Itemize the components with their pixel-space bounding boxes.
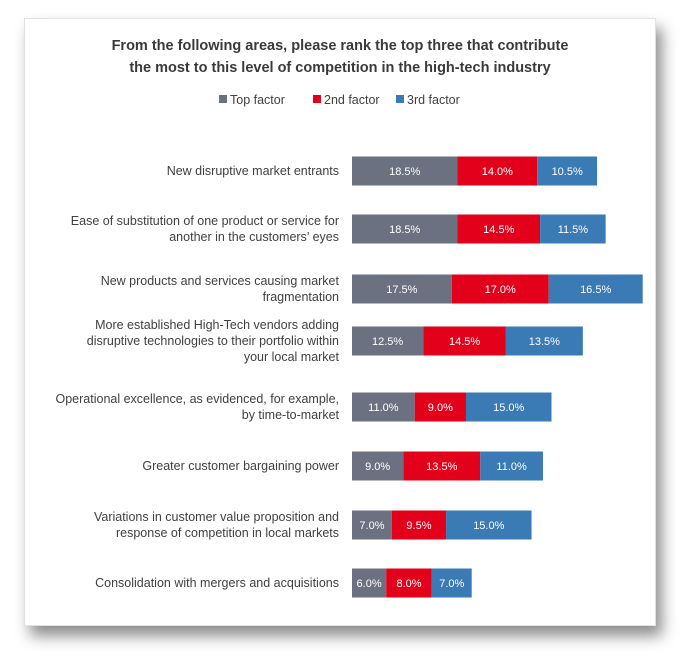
category-label: Operational excellence, as evidenced, fo… — [56, 392, 340, 406]
category-label: Greater customer bargaining power — [142, 459, 339, 473]
legend-label: 2nd factor — [324, 93, 380, 107]
bar-value-label: 11.0% — [496, 461, 527, 473]
category-labels: New disruptive market entrants Ease of su… — [56, 164, 340, 590]
category-label: another in the customers’ eyes — [169, 230, 339, 244]
category-label: fragmentation — [263, 290, 339, 304]
bar-value-label: 7.0% — [439, 578, 464, 590]
bar-value-label: 18.5% — [389, 166, 420, 178]
category-label: New products and services causing market — [101, 274, 340, 288]
bar-value-label: 16.5% — [580, 284, 611, 296]
bar-segment — [414, 392, 466, 422]
bar-segment — [352, 510, 392, 540]
bar-segment — [403, 451, 481, 481]
bar-value-label: 15.0% — [493, 402, 524, 414]
bar-value-label: 8.0% — [396, 578, 421, 590]
bar-segment — [480, 451, 543, 481]
chart-title-line: the most to this level of competition in… — [129, 60, 550, 76]
bar-segment — [451, 274, 549, 304]
bar-segment — [540, 214, 606, 244]
category-label: More established High-Tech vendors addin… — [95, 318, 339, 332]
category-label: New disruptive market entrants — [167, 164, 339, 178]
bar-value-label: 14.5% — [483, 224, 514, 236]
bar-segment — [352, 392, 415, 422]
bar-value-label: 15.0% — [473, 520, 504, 532]
chart-title-line: From the following areas, please rank th… — [112, 38, 569, 54]
bar-value-label: 14.0% — [482, 166, 513, 178]
category-label: Ease of substitution of one product or s… — [71, 214, 339, 228]
legend-label: Top factor — [230, 93, 285, 107]
chart-card: From the following areas, please rank th… — [24, 18, 656, 626]
bar-value-label: 9.0% — [428, 402, 453, 414]
bar-value-label: 14.5% — [449, 336, 480, 348]
bar-segment — [548, 274, 643, 304]
bar-value-label: 7.0% — [359, 520, 384, 532]
bar-value-label: 10.5% — [552, 166, 583, 178]
bar-segment — [352, 214, 458, 244]
bar-segment — [391, 510, 447, 540]
category-label: disruptive technologies to their portfol… — [87, 334, 339, 348]
legend-swatch — [219, 95, 227, 103]
bar-value-label: 18.5% — [389, 224, 420, 236]
bar-segment — [352, 568, 387, 598]
bar-value-label: 11.0% — [368, 402, 399, 414]
legend: Top factor 2nd factor 3rd factor — [219, 93, 460, 107]
category-label: Variations in customer value proposition… — [94, 510, 339, 524]
bar-segment — [466, 392, 552, 422]
bar-value-label: 9.5% — [406, 520, 431, 532]
bar-segment — [423, 326, 506, 356]
bar-value-label: 12.5% — [372, 336, 403, 348]
chart-title: From the following areas, please rank th… — [112, 38, 569, 76]
category-label: response of competition in local markets — [116, 526, 339, 540]
bar-segment — [352, 274, 452, 304]
category-label: Consolidation with mergers and acquisiti… — [95, 576, 339, 590]
category-label: your local market — [244, 350, 340, 364]
bar-value-label: 9.0% — [365, 461, 390, 473]
bar-segment — [446, 510, 532, 540]
bar-value-label: 13.5% — [529, 336, 560, 348]
bar-segment — [505, 326, 583, 356]
bar-segment — [457, 156, 538, 186]
bar-segment — [352, 326, 424, 356]
legend-label: 3rd factor — [407, 93, 460, 107]
category-label: by time-to-market — [242, 408, 340, 422]
bar-value-label: 13.5% — [426, 461, 457, 473]
bar-value-label: 6.0% — [357, 578, 382, 590]
bar-value-label: 17.5% — [386, 284, 417, 296]
legend-swatch — [313, 95, 321, 103]
bar-segment — [352, 451, 404, 481]
bar-value-label: 17.0% — [485, 284, 516, 296]
chart: From the following areas, please rank th… — [56, 38, 643, 598]
bar-segment — [537, 156, 598, 186]
bar-segment — [431, 568, 472, 598]
legend-swatch — [396, 95, 404, 103]
bars: 18.5% 14.0% 10.5% 18.5% 14.5% 11.5% 17.5% 17.0%… — [352, 156, 643, 598]
bar-segment — [352, 156, 458, 186]
bar-segment — [457, 214, 541, 244]
bar-value-label: 11.5% — [558, 224, 589, 236]
bar-segment — [386, 568, 432, 598]
